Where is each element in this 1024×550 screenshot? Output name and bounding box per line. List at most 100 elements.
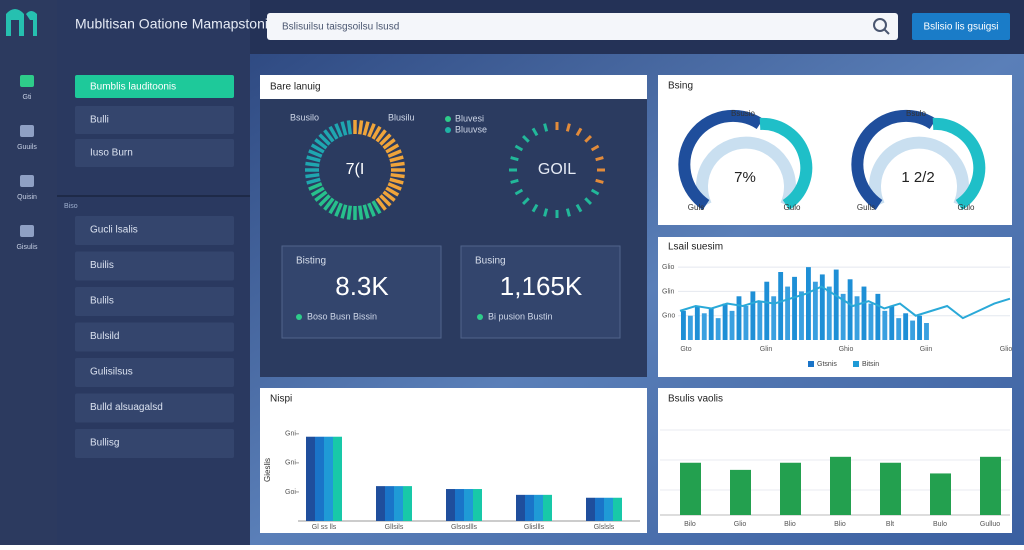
menu-label: Iuso Burn	[90, 148, 133, 159]
bar	[708, 308, 714, 340]
donut-segment	[387, 182, 402, 191]
menu-item[interactable]	[75, 139, 234, 167]
search-icon[interactable]	[873, 18, 887, 32]
x-tick-label: Gulluo	[980, 521, 1000, 528]
menu-item[interactable]	[75, 216, 234, 245]
y-tick-label: Gni	[285, 460, 296, 467]
bar	[464, 489, 473, 521]
action-button[interactable]	[912, 13, 1010, 40]
kpi-value: 8.3K	[335, 271, 389, 301]
bar	[473, 489, 482, 521]
rail-label: Gisulis	[16, 244, 38, 251]
section-label: Biso	[64, 203, 78, 210]
donut-segment	[367, 202, 376, 217]
app-title: Mubltisan Oatione Mamapstonit	[75, 16, 272, 32]
bar	[854, 296, 860, 340]
donut-segment	[389, 177, 404, 185]
donut-segment	[362, 121, 370, 136]
menu-item[interactable]	[75, 251, 234, 281]
kpi-card	[460, 245, 621, 339]
gauge-max: Gulo	[784, 203, 801, 212]
donut-segment	[334, 202, 343, 217]
donut-segment	[357, 120, 364, 135]
menu-item[interactable]	[75, 75, 234, 98]
menu-label: Gucli lsalis	[90, 225, 138, 236]
gauge-segment	[510, 178, 519, 184]
bar	[875, 293, 881, 340]
donut-segment	[306, 177, 321, 185]
donut-segment	[328, 200, 339, 215]
bar	[847, 279, 853, 340]
bar	[455, 489, 464, 521]
gauge-label: Bsulo	[906, 109, 927, 118]
y-tick-label: Gni	[285, 431, 296, 438]
gauge-segment	[595, 178, 604, 184]
bar	[771, 296, 777, 340]
bar	[882, 310, 888, 340]
menu-label: Bulsild	[90, 331, 119, 342]
menu-label: Bumblis lauditoonis	[90, 82, 176, 93]
overview-header	[260, 75, 647, 99]
bar	[333, 436, 342, 521]
gauge-segment	[584, 197, 593, 206]
rail-icon[interactable]	[20, 75, 34, 87]
x-tick-label: Giin	[920, 346, 933, 353]
bar	[306, 436, 315, 521]
y-axis-label: Gieslis	[263, 458, 272, 482]
bar	[819, 274, 825, 340]
gauge-value: 7%	[734, 169, 756, 186]
donut-segment	[308, 149, 323, 158]
bar	[757, 301, 763, 340]
donut-segment	[385, 186, 400, 197]
bar	[833, 269, 839, 340]
donut-segment	[387, 149, 402, 158]
gauge-segment	[584, 134, 593, 143]
bar	[910, 320, 916, 340]
search-box[interactable]	[267, 13, 898, 40]
gauge-segment	[575, 203, 583, 213]
bar	[903, 313, 909, 340]
rail-icon[interactable]	[20, 175, 34, 187]
legend-swatch	[853, 361, 859, 367]
gauge	[678, 109, 986, 211]
bar	[595, 497, 604, 521]
menu-item[interactable]	[75, 106, 234, 134]
logo	[6, 9, 37, 36]
rail-group: Gti Guuils Quisin Gisulis	[16, 75, 38, 251]
gauge-segment	[531, 203, 539, 213]
menu-item[interactable]	[75, 429, 234, 458]
bar	[778, 272, 784, 340]
rail-icon[interactable]	[20, 125, 34, 137]
rail-icon[interactable]	[20, 225, 34, 237]
bar	[736, 296, 742, 340]
bar	[743, 306, 749, 340]
bar	[806, 267, 811, 340]
bar	[980, 456, 1001, 515]
legend-dot	[445, 116, 451, 122]
donut-segment	[367, 123, 376, 138]
bar	[889, 306, 895, 340]
kpi-label: Bisting	[296, 256, 326, 267]
bar	[715, 318, 721, 340]
donut-segment	[328, 125, 339, 140]
kpi-dot	[296, 314, 302, 320]
menu-item[interactable]	[75, 393, 234, 423]
kpi-card	[281, 245, 442, 339]
donut-label: 7(I	[346, 161, 365, 178]
groups-title: Nispi	[270, 394, 292, 405]
menu-item[interactable]	[75, 287, 234, 316]
bar	[729, 310, 735, 340]
bar	[917, 315, 922, 340]
donut-segment	[340, 121, 348, 136]
bar	[586, 497, 595, 521]
donut-segment	[308, 182, 323, 191]
gauge-segment	[590, 144, 600, 152]
donut-segment	[318, 194, 331, 207]
gauge-segment	[531, 127, 539, 137]
bar	[701, 313, 707, 340]
donut-segment	[346, 205, 353, 220]
menu-item[interactable]	[75, 358, 234, 387]
menu-item[interactable]	[75, 322, 234, 352]
